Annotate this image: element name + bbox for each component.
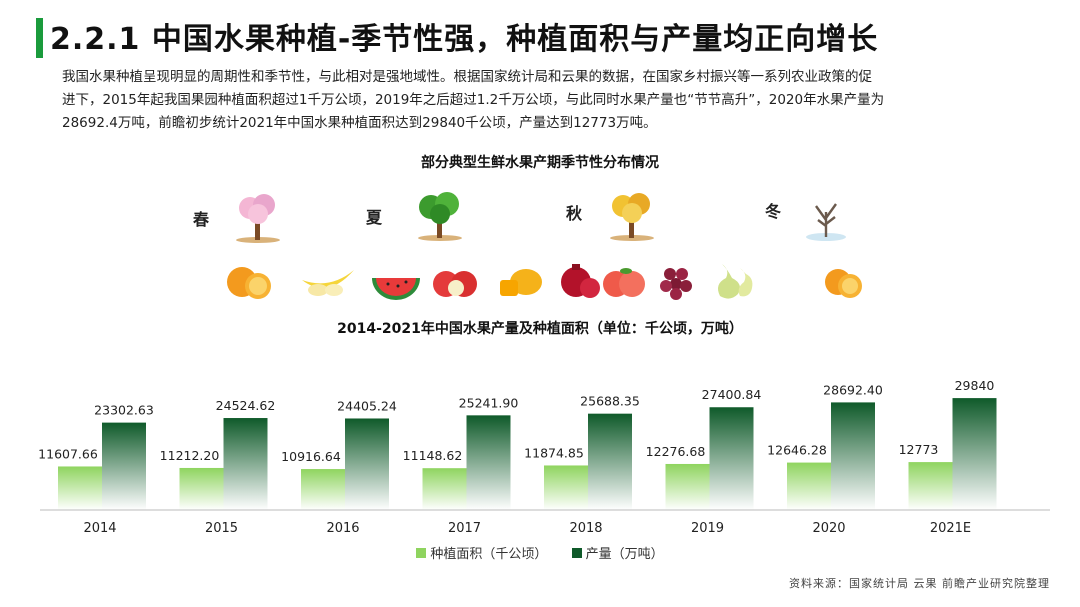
bar-output-2014 — [102, 422, 146, 510]
legend-label-output: 产量（万吨） — [585, 547, 664, 562]
spring-tree-icon — [236, 194, 280, 243]
label-area-2016: 10916.64 — [281, 449, 341, 464]
legend-label-area: 种植面积（千公顷） — [430, 547, 548, 562]
intro-line-3: 28692.4万吨，前瞻初步统计2021年中国水果种植面积达到29840千公顷，… — [62, 115, 657, 131]
season-label-winter: 冬 — [765, 202, 782, 221]
x-tick-2016: 2016 — [326, 521, 359, 536]
intro-paragraph: 我国水果种植呈现明显的周期性和季节性，与此相对是强地域性。根据国家统计局和云果的… — [62, 66, 1027, 135]
label-output-2016: 24405.24 — [337, 398, 397, 413]
label-area-2020: 12646.28 — [767, 443, 827, 458]
x-tick-2019: 2019 — [691, 521, 724, 536]
bar-output-2016 — [345, 418, 389, 510]
source-note: 资料来源：国家统计局 云果 前瞻产业研究院整理 — [789, 577, 1050, 590]
autumn-tree-icon — [610, 193, 654, 241]
pear-icon — [718, 264, 753, 299]
legend-item-output: 产量（万吨） — [571, 543, 664, 562]
bar-output-2020 — [831, 402, 875, 510]
season-label-spring: 春 — [193, 210, 210, 229]
label-output-2019: 27400.84 — [702, 387, 762, 402]
grape-icon — [660, 268, 692, 300]
label-output-2018: 25688.35 — [580, 394, 640, 409]
bar-output-2019 — [709, 407, 754, 510]
legend-swatch-area — [416, 547, 427, 558]
x-tick-2014: 2014 — [83, 521, 116, 536]
title-accent-bar — [36, 18, 43, 58]
label-area-2018: 11874.85 — [524, 445, 584, 460]
label-area-2019: 12276.68 — [646, 444, 706, 459]
label-area-2017: 11148.62 — [403, 448, 463, 463]
x-tick-2021E: 2021E — [930, 521, 971, 536]
bar-chart: 11607.66 23302.63 2014 11212.20 24524.62 2015… — [38, 378, 1050, 536]
legend-item-area: 种植面积（千公顷） — [416, 543, 547, 562]
bar-area-2019 — [665, 463, 710, 510]
banana-icon — [302, 270, 354, 296]
bar-output-2018 — [588, 413, 632, 510]
bar-area-2021E — [908, 462, 953, 510]
season-label-autumn: 秋 — [566, 204, 583, 223]
x-tick-2018: 2018 — [569, 521, 602, 536]
bar-output-2015 — [223, 418, 268, 510]
label-output-2014: 23302.63 — [94, 403, 154, 418]
pomegranate-icon — [561, 264, 600, 298]
season-label-summer: 夏 — [366, 208, 383, 227]
mango-icon — [500, 269, 542, 296]
legend-swatch-output — [571, 547, 582, 558]
page-title: 2.2.1 中国水果种植-季节性强，种植面积与产量均正向增长 — [50, 22, 879, 57]
x-tick-2020: 2020 — [812, 521, 845, 536]
label-output-2021E: 29840 — [955, 378, 995, 393]
orange-icon — [227, 267, 271, 299]
label-area-2015: 11212.20 — [160, 448, 220, 463]
x-tick-2017: 2017 — [448, 521, 481, 536]
label-output-2015: 24524.62 — [216, 398, 276, 413]
peach-icon — [603, 268, 645, 297]
bar-output-2021E — [952, 398, 997, 510]
bar-area-2016 — [301, 469, 345, 510]
bar-area-2017 — [422, 468, 467, 510]
intro-line-2: 进下，2015年起我国果园种植面积超过1千万公顷，2019年之后超过1.2千万公… — [62, 92, 885, 108]
label-output-2020: 28692.40 — [823, 382, 883, 397]
bar-area-2015 — [179, 467, 224, 510]
bar-area-2020 — [787, 462, 831, 510]
intro-line-1: 我国水果种植呈现明显的周期性和季节性，与此相对是强地域性。根据国家统计局和云果的… — [62, 69, 872, 85]
chart-title: 2014-2021年中国水果产量及种植面积（单位：千公顷，万吨） — [337, 321, 743, 337]
x-tick-2015: 2015 — [205, 521, 238, 536]
chart-legend: 种植面积（千公顷） 产量（万吨） — [0, 543, 1080, 562]
seasons-title: 部分典型生鲜水果产期季节性分布情况 — [421, 155, 659, 171]
label-area-2021E: 12773 — [899, 442, 939, 457]
watermelon-icon — [372, 278, 420, 300]
bar-area-2014 — [58, 466, 102, 510]
label-area-2014: 11607.66 — [38, 446, 98, 461]
bar-output-2017 — [466, 415, 511, 510]
bar-area-2018 — [544, 465, 588, 510]
winter-tree-icon — [806, 203, 846, 241]
summer-tree-icon — [418, 192, 462, 241]
apple-icon — [433, 271, 477, 297]
label-output-2017: 25241.90 — [459, 395, 519, 410]
orange-icon — [825, 269, 862, 298]
